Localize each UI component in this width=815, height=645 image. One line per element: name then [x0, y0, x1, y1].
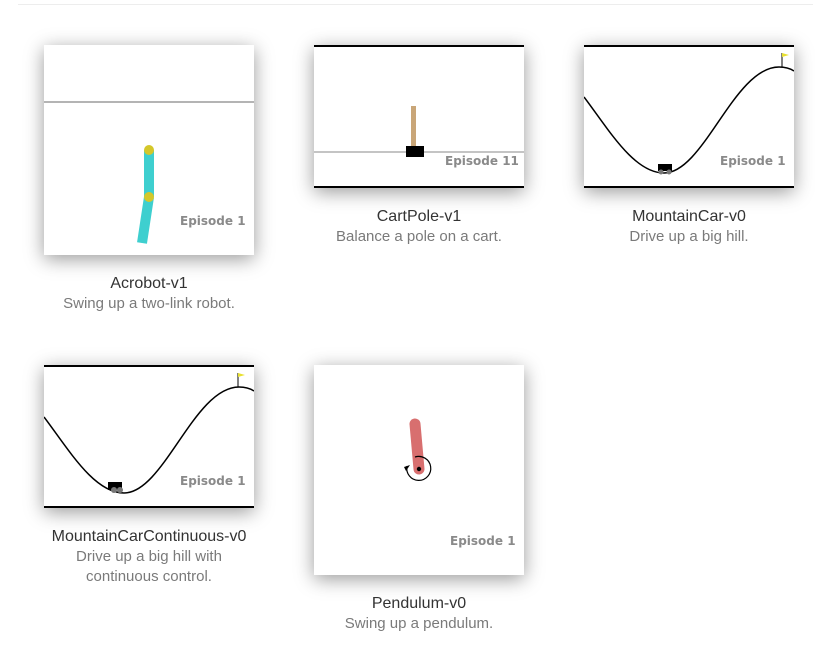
episode-label: Episode 1: [450, 534, 516, 548]
episode-label: Episode 1: [180, 474, 246, 488]
episode-label: Episode 11: [445, 154, 519, 168]
cartpole-render[interactable]: Episode 11: [314, 45, 524, 188]
top-divider: [18, 4, 813, 5]
env-title[interactable]: Acrobot-v1: [110, 275, 188, 292]
env-description: Drive up a big hill.: [629, 228, 749, 245]
mountaincar-render[interactable]: Episode 1: [584, 45, 794, 188]
env-description: Balance a pole on a cart.: [336, 228, 502, 245]
pendulum-render[interactable]: Episode 1: [314, 365, 524, 575]
env-title[interactable]: Pendulum-v0: [371, 595, 467, 612]
env-title[interactable]: MountainCarContinuous-v0: [51, 528, 247, 545]
episode-label: Episode 1: [720, 154, 786, 168]
mountaincarcontinuous-render[interactable]: Episode 1: [44, 365, 254, 508]
acrobot-links: [137, 145, 154, 244]
acrobot-render[interactable]: Episode 1: [44, 45, 254, 255]
env-description: Drive up a big hill with continuous cont…: [76, 548, 222, 585]
env-description: Swing up a pendulum.: [344, 615, 494, 632]
env-title[interactable]: MountainCar-v0: [632, 208, 746, 225]
env-description: Swing up a two-link robot.: [63, 295, 235, 312]
env-title[interactable]: CartPole-v1: [376, 208, 462, 225]
episode-label: Episode 1: [180, 214, 246, 228]
